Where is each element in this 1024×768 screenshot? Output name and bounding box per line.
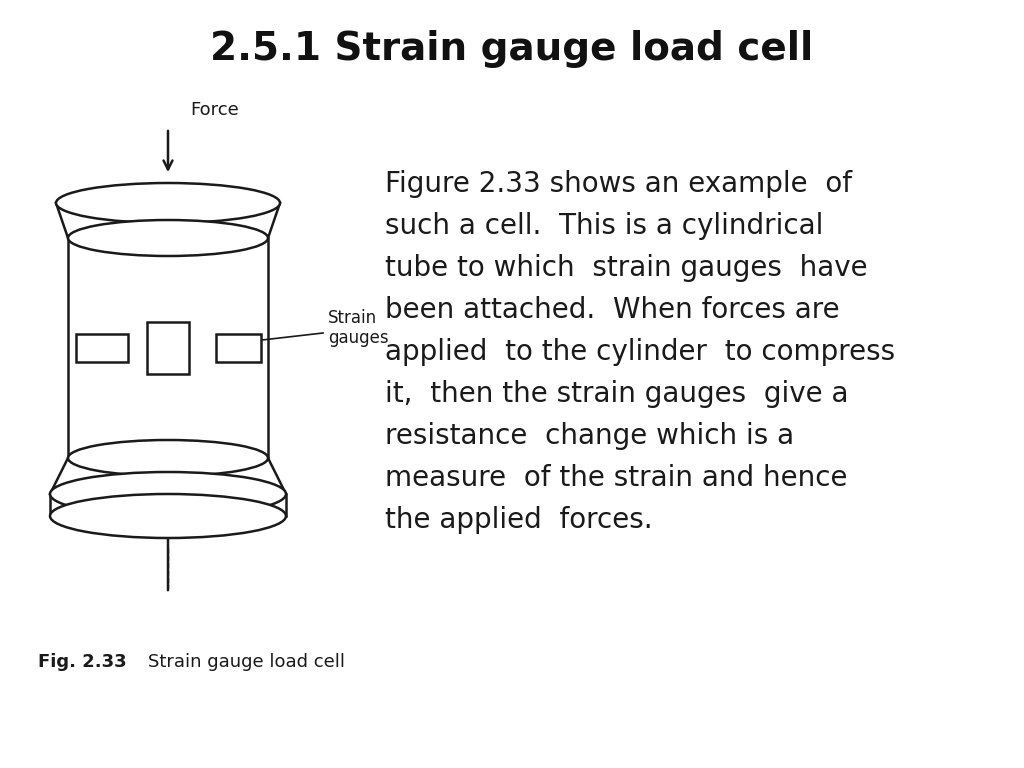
Text: it,  then the strain gauges  give a: it, then the strain gauges give a xyxy=(385,380,849,408)
Text: measure  of the strain and hence: measure of the strain and hence xyxy=(385,464,848,492)
Text: Strain gauge load cell: Strain gauge load cell xyxy=(148,653,345,671)
Ellipse shape xyxy=(56,183,280,223)
Ellipse shape xyxy=(68,440,268,476)
Text: Figure 2.33 shows an example  of: Figure 2.33 shows an example of xyxy=(385,170,852,198)
Text: such a cell.  This is a cylindrical: such a cell. This is a cylindrical xyxy=(385,212,823,240)
Text: Force: Force xyxy=(190,101,239,119)
Ellipse shape xyxy=(50,494,286,538)
Text: resistance  change which is a: resistance change which is a xyxy=(385,422,795,450)
Text: 2.5.1 Strain gauge load cell: 2.5.1 Strain gauge load cell xyxy=(210,30,814,68)
Ellipse shape xyxy=(68,220,268,256)
Bar xyxy=(147,322,189,374)
Bar xyxy=(216,334,261,362)
Text: tube to which  strain gauges  have: tube to which strain gauges have xyxy=(385,254,867,282)
Text: the applied  forces.: the applied forces. xyxy=(385,506,652,534)
Text: been attached.  When forces are: been attached. When forces are xyxy=(385,296,840,324)
Ellipse shape xyxy=(50,472,286,516)
Bar xyxy=(76,334,128,362)
Text: applied  to the cylinder  to compress: applied to the cylinder to compress xyxy=(385,338,895,366)
Text: Fig. 2.33: Fig. 2.33 xyxy=(38,653,127,671)
Text: Strain
gauges: Strain gauges xyxy=(328,309,389,347)
